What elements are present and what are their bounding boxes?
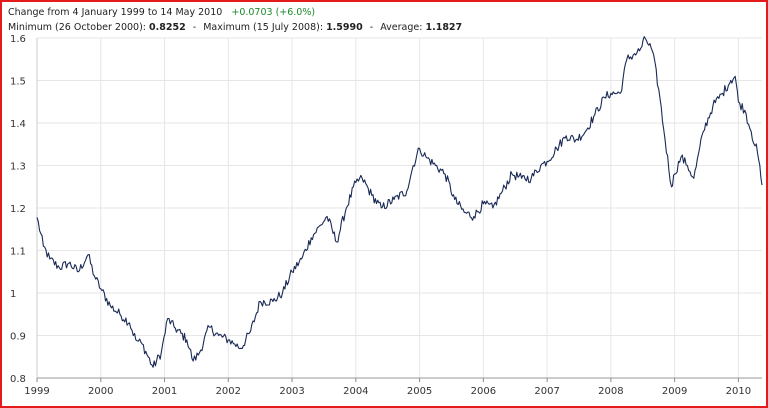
maximum-value: 1.5990 — [326, 22, 363, 33]
x-tick-label: 2006 — [471, 386, 496, 397]
x-tick-label: 2003 — [279, 386, 304, 397]
x-tick-label: 1999 — [24, 386, 49, 397]
average-label: Average: — [380, 22, 423, 33]
change-value: +0.0703 (+6.0%) — [231, 7, 316, 18]
y-tick-label: 1.6 — [10, 34, 26, 45]
y-tick-label: 0.9 — [10, 332, 26, 343]
y-tick-label: 1 — [10, 289, 16, 300]
x-tick-label: 2009 — [662, 386, 687, 397]
maximum-label: Maximum (15 July 2008): — [203, 22, 324, 33]
axes: 0.8 0.9 1 1.1 1.2 1.3 1.4 1.5 1.6 1999 2000 2001 200… — [10, 34, 762, 397]
y-tick-label: 1.4 — [10, 119, 26, 130]
y-tick-label: 1.3 — [10, 162, 26, 173]
x-tick-label: 2007 — [534, 386, 559, 397]
grid — [36, 37, 762, 379]
separator: - — [369, 22, 374, 33]
x-tick-label: 2008 — [598, 386, 623, 397]
change-summary: Change from 4 January 1999 to 14 May 201… — [8, 7, 315, 19]
y-tick-label: 1.2 — [10, 204, 26, 215]
separator: - — [192, 22, 197, 33]
x-tick-label: 2000 — [88, 386, 113, 397]
change-text: Change from 4 January 1999 to 14 May 201… — [8, 7, 223, 18]
x-tick-label: 2010 — [726, 386, 751, 397]
x-tick-label: 2001 — [152, 386, 177, 397]
y-tick-label: 1.5 — [10, 77, 26, 88]
y-tick-label: 1.1 — [10, 247, 26, 258]
average-value: 1.1827 — [425, 22, 463, 33]
series-layer — [36, 36, 763, 368]
stats-summary: Minimum (26 October 2000): 0.8252 - Maxi… — [8, 22, 462, 34]
y-tick-label: 0.8 — [10, 374, 26, 385]
x-tick-label: 2004 — [343, 386, 368, 397]
minimum-value: 0.8252 — [149, 22, 186, 33]
minimum-label: Minimum (26 October 2000): — [8, 22, 146, 33]
x-tick-label: 2005 — [407, 386, 432, 397]
series-line — [36, 36, 763, 368]
x-tick-label: 2002 — [216, 386, 241, 397]
